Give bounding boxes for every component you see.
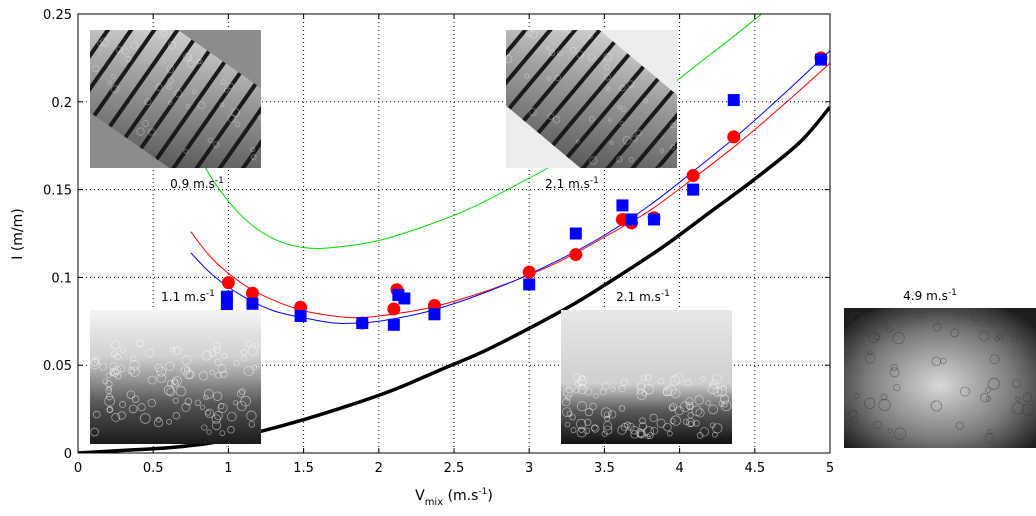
inset-photo-2 — [89, 310, 261, 444]
photo-label: 1.1 m.s-1 — [161, 289, 215, 304]
inset-photo-1 — [506, 30, 677, 168]
data-point-square — [687, 183, 700, 196]
x-tick-label: 4.5 — [744, 461, 765, 476]
x-tick-label: 2.5 — [444, 461, 465, 476]
photo-label: 2.1 m.s-1 — [545, 176, 599, 191]
data-point-circle — [569, 248, 583, 262]
fit-curve-0 — [190, 14, 763, 250]
data-point-circle — [727, 130, 741, 144]
fit-curve-2 — [190, 50, 830, 325]
data-point-circle — [387, 302, 401, 316]
data-point-square — [648, 213, 661, 226]
data-point-circle — [245, 286, 259, 300]
photo-label: 0.9 m.s-1 — [170, 176, 224, 191]
data-point-square — [616, 199, 629, 212]
photo-label: 4.9 m.s-1 — [903, 288, 957, 303]
x-axis-label: Vmix (m.s-1) — [415, 487, 493, 508]
data-point-square — [569, 227, 582, 240]
x-tick-label: 0 — [74, 461, 82, 476]
data-point-square — [294, 310, 307, 323]
data-point-square — [814, 53, 827, 66]
photo-label: 2.1 m.s-1 — [616, 289, 670, 304]
y-tick-label: 0.1 — [51, 271, 72, 286]
data-point-square — [220, 290, 233, 303]
tick-labels: 0 0.5 1 1.5 2 2.5 3 3.5 4 4.5 5 0 0.05 0.1 0.15 0.2 0.25 — [43, 8, 834, 476]
data-point-square — [398, 292, 411, 305]
x-tick-label: 5 — [826, 461, 834, 476]
y-tick-label: 0.15 — [43, 184, 72, 199]
inset-photo-4 — [844, 308, 1036, 448]
y-tick-label: 0.05 — [43, 359, 72, 374]
y-tick-label: 0 — [64, 447, 72, 462]
inset-photo-0 — [90, 30, 261, 168]
data-point-square — [246, 297, 259, 310]
data-point-circle — [221, 276, 235, 290]
data-points — [220, 51, 828, 331]
y-axis-label: I (m/m) — [10, 208, 26, 260]
data-point-circle — [522, 265, 536, 279]
data-point-square — [428, 308, 441, 321]
inset-photo-3 — [561, 310, 732, 444]
data-point-circle — [686, 169, 700, 183]
data-point-square — [356, 317, 369, 330]
x-tick-label: 4 — [675, 461, 683, 476]
y-tick-label: 0.25 — [43, 8, 72, 23]
x-tick-label: 0.5 — [143, 461, 164, 476]
x-tick-label: 3 — [525, 461, 533, 476]
data-point-square — [523, 278, 536, 291]
data-point-square — [727, 94, 740, 107]
x-tick-label: 1 — [224, 461, 232, 476]
x-tick-label: 1.5 — [293, 461, 314, 476]
x-tick-label: 2 — [375, 461, 383, 476]
data-point-square — [387, 318, 400, 331]
data-point-square — [625, 213, 638, 226]
y-tick-label: 0.2 — [51, 96, 72, 111]
inset-photos: 0.9 m.s-1 2.1 m.s-1 1.1 m.s-1 2.1 m.s-1 4.9 … — [89, 30, 1036, 448]
x-tick-label: 3.5 — [594, 461, 615, 476]
